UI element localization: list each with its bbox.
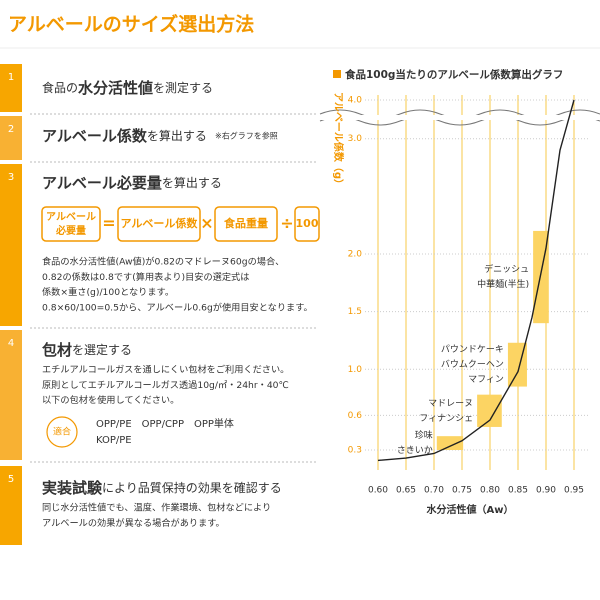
step-body: 0.82の係数は0.8です(算用表より)目安の選定式は xyxy=(42,271,249,283)
formula-divisor: 100 xyxy=(296,217,319,230)
formula-result: アルベール xyxy=(46,211,96,223)
step-note: ※右グラフを参照 xyxy=(215,131,278,141)
range-label: 中華麺(半生) xyxy=(477,278,529,290)
range-label: バウムクーヘン xyxy=(441,359,504,370)
y-tick-label: 0.6 xyxy=(348,411,363,421)
formula-box xyxy=(294,206,320,242)
axis-break xyxy=(319,116,600,126)
step-body: 以下の包材を使用してください。 xyxy=(42,394,179,406)
y-tick-label: 4.0 xyxy=(348,96,363,106)
chart-title-marker xyxy=(333,70,341,78)
title-text: により品質保持の効果を確認する xyxy=(102,480,282,495)
title-bold: アルベール必要量 xyxy=(42,174,162,192)
step-body: 食品の水分活性値(Aw値)が0.82のマドレーヌ60gの場合、 xyxy=(42,256,284,268)
step-body: 同じ水分活性値でも、温度、作業環境、包材などにより xyxy=(42,502,271,514)
step-number: 3 xyxy=(8,172,14,183)
material: KOP/PE xyxy=(96,435,132,446)
step-bar xyxy=(0,164,22,326)
x-tick-label: 0.85 xyxy=(508,486,528,496)
formula-box xyxy=(41,206,101,242)
step-number: 2 xyxy=(8,124,14,135)
y-axis-label: アルベール係数（g） xyxy=(332,92,345,189)
formula-factor: アルベール係数 xyxy=(121,216,199,230)
title-bold: アルベール係数 xyxy=(42,127,148,145)
step-body: アルベールの効果が異なる場合があります。 xyxy=(42,517,225,529)
step-title: アルベール係数を算出する xyxy=(42,127,207,145)
formula-weight: 食品重量 xyxy=(224,216,268,230)
x-tick-label: 0.60 xyxy=(368,486,388,496)
formula-box xyxy=(117,206,201,242)
range-band xyxy=(436,436,464,450)
chart-title: 食品100g当たりのアルベール係数算出グラフ xyxy=(344,68,563,81)
formula-times: × xyxy=(200,214,213,233)
step-title: アルベール必要量を算出する xyxy=(42,174,222,192)
badge-circle xyxy=(46,416,78,448)
range-label: マフィン xyxy=(468,375,504,385)
x-tick-label: 0.80 xyxy=(480,486,500,496)
range-label: フィナンシェ xyxy=(419,413,473,424)
step-body: 原則としてエチルアルコールガス透過10g/㎡・24hr・40℃ xyxy=(42,380,289,391)
range-band xyxy=(477,394,502,427)
formula-divide: ÷ xyxy=(280,214,293,233)
x-tick-label: 0.70 xyxy=(424,486,444,496)
curve xyxy=(377,99,575,462)
title-bold: 水分活性値 xyxy=(78,79,153,97)
step-number: 1 xyxy=(8,72,14,83)
axis-break-gap xyxy=(320,115,600,120)
x-tick-label: 0.95 xyxy=(564,486,584,496)
title-text: を算出する xyxy=(147,128,207,143)
title-text: 食品の xyxy=(42,80,78,95)
range-label: 珍味 xyxy=(415,429,433,441)
x-axis-label: 水分活性値（Aw） xyxy=(426,503,514,516)
y-tick-label: 0.3 xyxy=(348,446,362,456)
y-tick-label: 1.0 xyxy=(348,365,363,375)
range-label: さきいか xyxy=(397,445,433,456)
x-tick-label: 0.75 xyxy=(452,486,472,496)
x-tick-label: 0.90 xyxy=(536,486,556,496)
y-tick-label: 1.5 xyxy=(348,307,362,317)
step-number: 5 xyxy=(8,474,14,485)
step-bar xyxy=(0,466,22,545)
range-label: デニッシュ xyxy=(484,263,529,275)
title-bold: 実装試験 xyxy=(42,479,103,497)
title-text: を算出する xyxy=(162,175,222,190)
title-text: を選定する xyxy=(72,342,132,357)
formula-box xyxy=(214,206,278,242)
step-body: エチルアルコールガスを通しにくい包材をご利用ください。 xyxy=(42,364,289,376)
step-number: 4 xyxy=(8,338,14,349)
step-bar xyxy=(0,64,22,112)
step-body: 係数×重さ(g)/100となります。 xyxy=(42,286,174,298)
step-title: 食品の水分活性値を測定する xyxy=(42,79,213,97)
step-title: 実装試験により品質保持の効果を確認する xyxy=(42,479,282,497)
range-label: マドレーヌ xyxy=(428,399,473,409)
formula-result: 必要量 xyxy=(55,224,86,237)
y-tick-label: 3.0 xyxy=(348,134,363,144)
range-label: パウンドケーキ xyxy=(441,344,504,355)
step-title: 包材を選定する xyxy=(42,341,132,359)
page-title: アルベールのサイズ選出方法 xyxy=(8,13,254,36)
badge: 適合 xyxy=(53,426,71,438)
step-bar xyxy=(0,116,22,160)
y-tick-label: 2.0 xyxy=(348,249,363,259)
step-bar xyxy=(0,330,22,460)
formula-equals: = xyxy=(102,214,115,233)
x-tick-label: 0.65 xyxy=(396,486,416,496)
title-bold: 包材 xyxy=(42,341,72,359)
material: OPP/PE OPP/CPP OPP単体 xyxy=(96,417,234,430)
title-text: を測定する xyxy=(153,80,213,95)
step-body: 0.8×60/100=0.5から、アルベール0.6gが使用目安となります。 xyxy=(42,301,313,313)
